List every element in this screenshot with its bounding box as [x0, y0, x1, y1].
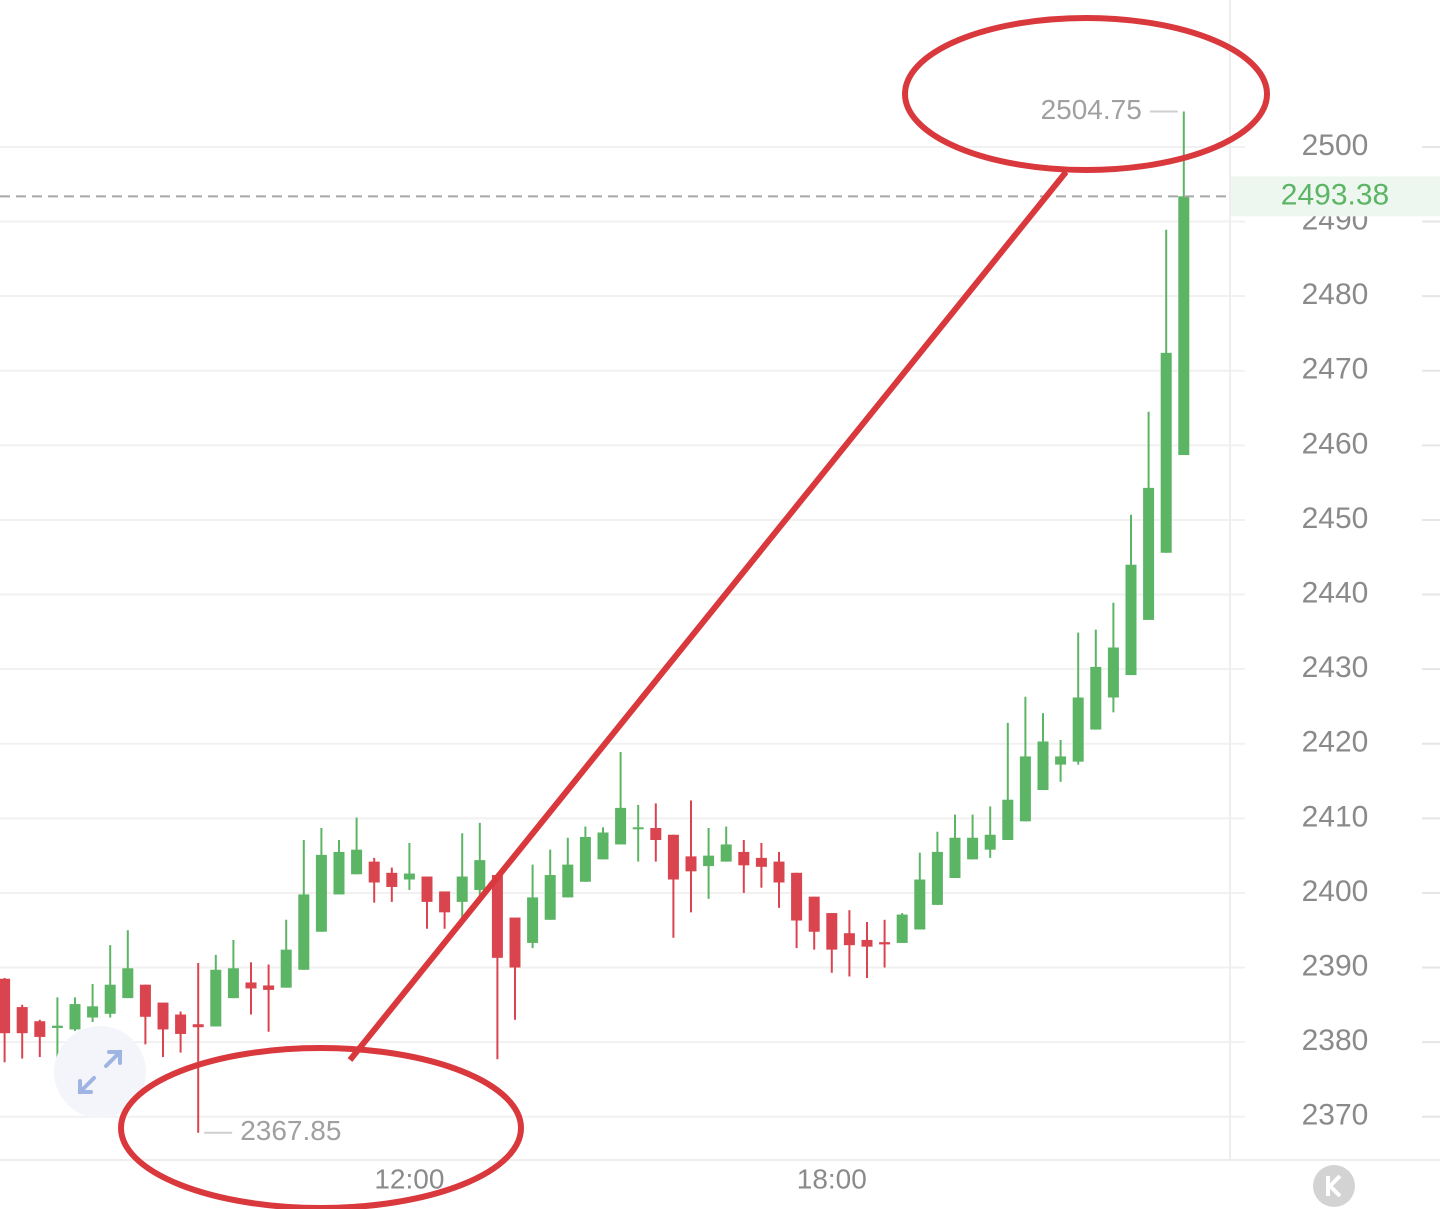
candle-body — [615, 807, 627, 845]
candle-body — [1072, 697, 1084, 762]
candle-body — [773, 861, 785, 883]
candle-body — [227, 968, 239, 999]
candle-body — [1125, 564, 1137, 676]
y-tick-label: 2440 — [1302, 576, 1369, 609]
y-tick-label: 2380 — [1302, 1024, 1369, 1057]
candle-body — [87, 1006, 99, 1018]
candle-body — [755, 857, 767, 867]
candle-body — [280, 949, 292, 988]
expand-button[interactable] — [54, 1026, 146, 1118]
candle-body — [104, 984, 116, 1014]
candle-body — [34, 1021, 46, 1037]
y-tick-label: 2400 — [1302, 875, 1369, 908]
expand-icon — [78, 1050, 122, 1094]
y-tick-label: 2430 — [1302, 651, 1369, 684]
y-tick-label: 2420 — [1302, 726, 1369, 759]
candle-body — [720, 844, 732, 862]
candle-body — [1178, 196, 1190, 456]
candle-body — [1055, 756, 1067, 765]
candle-body — [421, 876, 433, 902]
y-tick-label: 2450 — [1302, 502, 1369, 535]
y-tick-label: 2370 — [1302, 1099, 1369, 1132]
candle-body — [122, 968, 134, 999]
candle-body — [808, 896, 820, 932]
candle-body — [527, 897, 539, 943]
candle-body — [157, 1002, 169, 1030]
candle-body — [650, 828, 662, 840]
y-tick-label: 2480 — [1302, 278, 1369, 311]
candle-body — [984, 834, 996, 850]
candle-body — [967, 837, 979, 860]
y-tick-label: 2500 — [1302, 129, 1369, 162]
candle-body — [914, 879, 926, 930]
candle-body — [368, 861, 380, 883]
y-tick-label: 2410 — [1302, 800, 1369, 833]
candle-body — [1037, 741, 1049, 790]
candle-body — [703, 855, 715, 867]
candle-body — [1107, 647, 1119, 698]
candle-body — [333, 851, 345, 895]
candle-body — [879, 942, 891, 945]
candles — [0, 111, 1190, 1133]
max-label: 2504.75 — [1041, 94, 1142, 125]
candle-body — [298, 894, 310, 970]
candle-body — [843, 933, 855, 946]
y-tick-label: 2460 — [1302, 427, 1369, 460]
candle-body — [861, 939, 873, 947]
candle-body — [16, 1007, 28, 1034]
x-tick-label: 12:00 — [374, 1163, 444, 1194]
candle-body — [1019, 756, 1031, 822]
x-tick-label: 18:00 — [797, 1163, 867, 1194]
k-icon — [1326, 1174, 1342, 1198]
candle-body — [826, 913, 838, 950]
labels: 2370 2380 2390 2400 2410 2420 2430 2440 2450 2460… — [0, 94, 1440, 1194]
candle-body — [474, 860, 486, 890]
candle-body — [69, 1004, 81, 1030]
candle-body — [491, 875, 503, 958]
y-tick-label: 2390 — [1302, 949, 1369, 982]
candle-body — [175, 1014, 187, 1034]
candle-body — [139, 984, 151, 1017]
last-price-box — [1231, 176, 1440, 217]
candle-body — [403, 873, 415, 880]
candle-body — [562, 864, 574, 898]
candle-body — [245, 982, 257, 989]
last-price-label: 2493.38 — [1281, 178, 1389, 211]
min-label: 2367.85 — [240, 1115, 341, 1146]
candle-body — [192, 1024, 204, 1028]
candle-body — [685, 856, 697, 872]
candle-body — [386, 872, 398, 887]
candle-body — [1143, 487, 1155, 620]
candle-body — [315, 854, 327, 932]
candle-body — [263, 985, 275, 990]
candle-body — [791, 872, 803, 921]
candle-body — [667, 834, 679, 880]
candle-body — [51, 1025, 63, 1028]
candle-body — [210, 969, 222, 1027]
candle-body — [439, 891, 451, 913]
candle-body — [1002, 799, 1014, 840]
candle-body — [509, 917, 521, 968]
candle-body — [351, 849, 363, 875]
k-button[interactable] — [1313, 1165, 1355, 1207]
candle-body — [949, 837, 961, 879]
candle-body — [931, 851, 943, 905]
candle-body — [0, 978, 11, 1034]
y-tick-label: 2470 — [1302, 353, 1369, 386]
candle-body — [632, 827, 644, 830]
candle-body — [456, 876, 468, 902]
candle-body — [544, 875, 556, 920]
candle-body — [579, 836, 591, 882]
candle-body — [1160, 352, 1172, 553]
grid — [0, 145, 1440, 1118]
annotation — [118, 15, 1270, 1209]
candle-body — [597, 832, 609, 860]
candle-body — [1090, 666, 1102, 730]
candle-body — [896, 914, 908, 943]
candle-body — [738, 851, 750, 866]
